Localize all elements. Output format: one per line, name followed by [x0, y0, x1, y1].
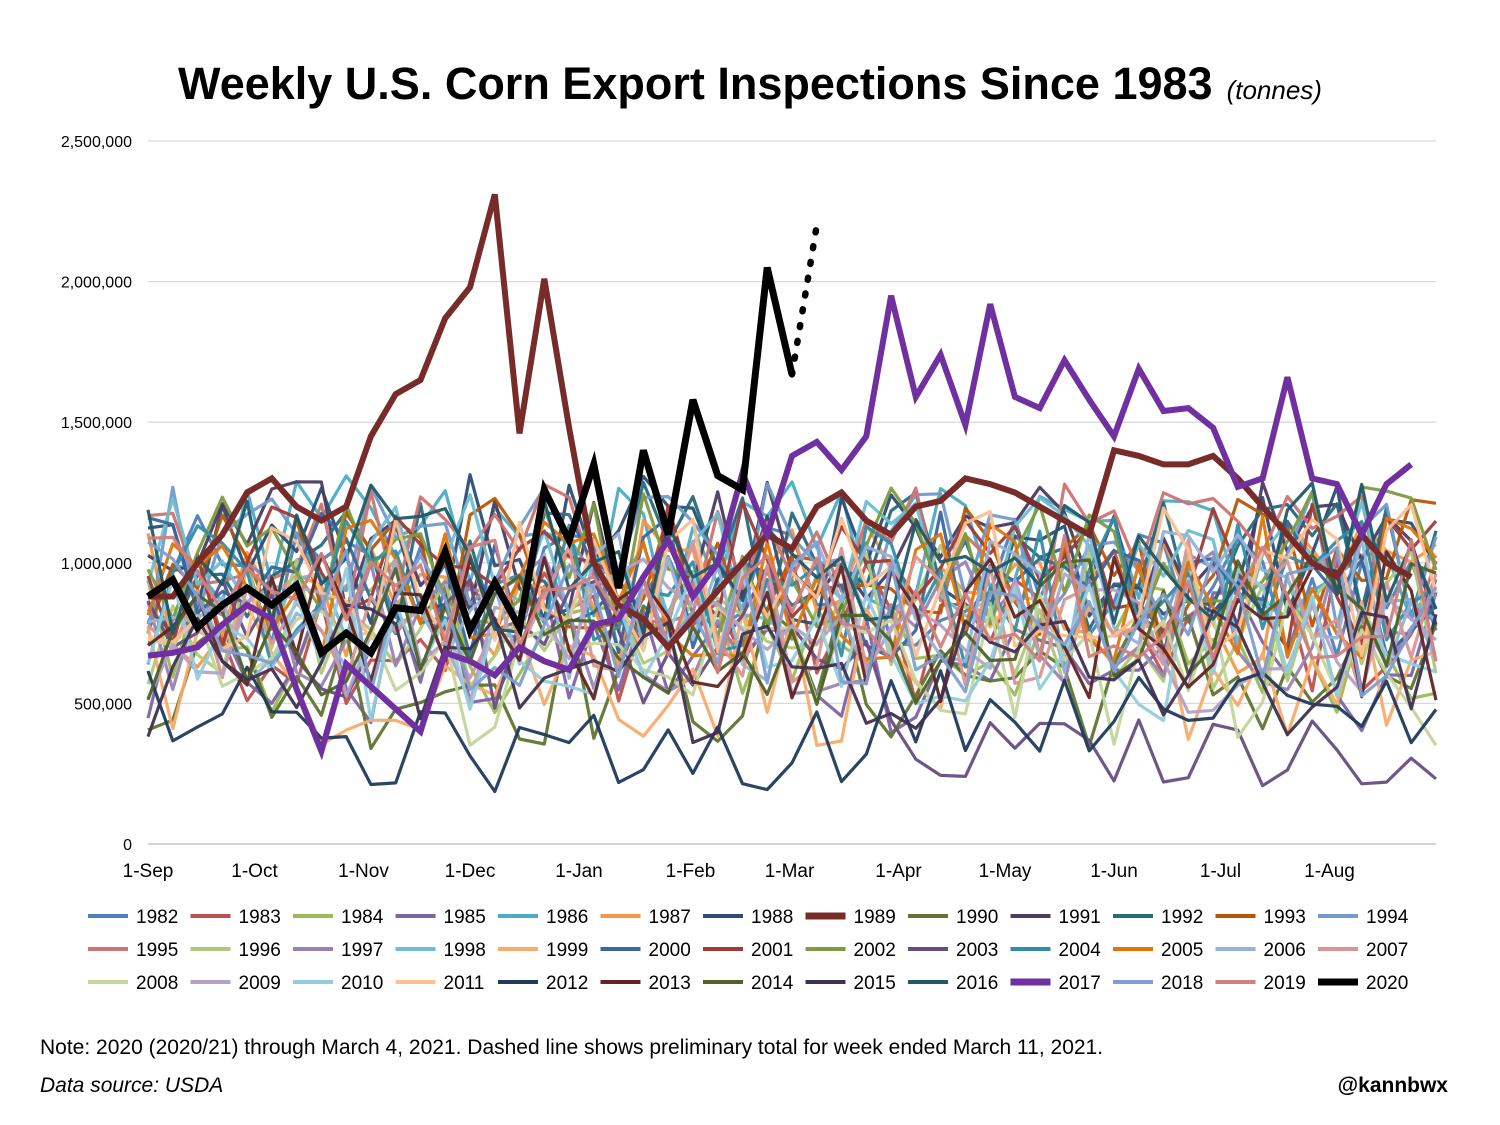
- legend-label-2013: 2013: [649, 973, 691, 994]
- legend-label-2010: 2010: [341, 973, 383, 994]
- series-line-2017: [147, 294, 1414, 761]
- legend-label-1986: 1986: [546, 907, 588, 928]
- x-tick-label: 1-Oct: [231, 861, 278, 882]
- legend-label-2005: 2005: [1161, 940, 1203, 961]
- legend-label-1982: 1982: [136, 907, 178, 928]
- legend-label-1996: 1996: [239, 940, 281, 961]
- legend-label-1985: 1985: [444, 907, 486, 928]
- series-line-2001: [146, 500, 1438, 650]
- chart-subtitle: (tonnes): [1226, 75, 1322, 105]
- legend-label-2012: 2012: [546, 973, 588, 994]
- x-tick-label: 1-Dec: [445, 861, 496, 882]
- x-axis-ticks: 1-Sep 1-Oct 1-Nov 1-Dec 1-Jan 1-Feb 1-Mar 1-Apr…: [123, 861, 1355, 882]
- x-tick-label: 1-Mar: [765, 861, 815, 882]
- legend-label-2019: 2019: [1264, 973, 1306, 994]
- series-line-1989: [148, 193, 1413, 652]
- legend-label-2007: 2007: [1366, 940, 1408, 961]
- legend-label-2003: 2003: [956, 940, 998, 961]
- legend-label-2015: 2015: [854, 973, 896, 994]
- y-tick-label: 500,000: [74, 696, 132, 713]
- legend-label-2011: 2011: [444, 973, 485, 994]
- series-line-2013: [147, 550, 1438, 704]
- legend-label-2009: 2009: [239, 973, 281, 994]
- x-tick-label: 1-Apr: [875, 861, 922, 882]
- x-tick-label: 1-Nov: [338, 861, 389, 882]
- background-series-lines: [146, 473, 1438, 794]
- x-tick-label: 1-May: [979, 861, 1032, 882]
- x-tick-label: 1-Feb: [666, 861, 716, 882]
- author-handle: @kannbwx: [1337, 1074, 1448, 1097]
- series-line-2020-preliminary: [788, 222, 821, 378]
- x-tick-label: 1-Jul: [1200, 861, 1241, 882]
- chart-note: Note: 2020 (2020/21) through March 4, 20…: [40, 1036, 1104, 1059]
- x-tick-label: 1-Jun: [1090, 861, 1138, 882]
- legend-label-2000: 2000: [649, 940, 691, 961]
- series-line-2015: [146, 603, 1438, 745]
- series-line-2016: [146, 481, 1438, 635]
- legend-label-2018: 2018: [1161, 973, 1203, 994]
- legend-label-1997: 1997: [341, 940, 383, 961]
- y-tick-label: 1,500,000: [61, 415, 132, 432]
- legend-label-1993: 1993: [1264, 907, 1306, 928]
- x-tick-label: 1-Aug: [1304, 861, 1355, 882]
- legend-label-1991: 1991: [1059, 907, 1101, 928]
- series-line-1995: [147, 482, 1438, 636]
- legend-label-2002: 2002: [854, 940, 896, 961]
- y-axis-ticks: 0 500,000 1,000,000 1,500,000 2,000,000 2,500…: [61, 134, 132, 854]
- y-tick-label: 2,500,000: [61, 134, 132, 151]
- legend-label-2008: 2008: [136, 973, 178, 994]
- legend-label-2020: 2020: [1366, 973, 1408, 994]
- y-tick-label: 1,000,000: [61, 556, 132, 573]
- legend-label-1990: 1990: [956, 907, 998, 928]
- legend-label-2016: 2016: [956, 973, 998, 994]
- legend-label-2017: 2017: [1059, 973, 1101, 994]
- series-line-2020: [146, 266, 796, 659]
- legend-label-1983: 1983: [239, 907, 281, 928]
- legend-label-2004: 2004: [1059, 940, 1102, 961]
- data-source: Data source: USDA: [40, 1074, 224, 1097]
- series-line-1986: [146, 474, 1438, 627]
- legend-label-1995: 1995: [136, 940, 178, 961]
- highlight-series-lines: [146, 193, 1414, 761]
- legend-label-2001: 2001: [751, 940, 793, 961]
- title-block: Weekly U.S. Corn Export Inspections Sinc…: [0, 58, 1500, 110]
- legend: 1982 1983 1984 1985 1986 1987 1988 1989 1990 1991…: [88, 907, 1409, 994]
- legend-label-1999: 1999: [546, 940, 588, 961]
- legend-label-1984: 1984: [341, 907, 384, 928]
- x-tick-label: 1-Jan: [555, 861, 603, 882]
- legend-label-1989: 1989: [854, 907, 896, 928]
- legend-label-1998: 1998: [444, 940, 486, 961]
- legend-label-1994: 1994: [1366, 907, 1409, 928]
- chart-title: Weekly U.S. Corn Export Inspections Sinc…: [178, 58, 1213, 109]
- series-line-2019: [147, 533, 1438, 675]
- legend-label-1992: 1992: [1161, 907, 1203, 928]
- legend-label-1987: 1987: [649, 907, 691, 928]
- x-tick-label: 1-Sep: [123, 861, 174, 882]
- legend-label-2006: 2006: [1264, 940, 1306, 961]
- y-tick-label: 0: [123, 837, 132, 854]
- y-tick-label: 2,000,000: [61, 275, 132, 292]
- legend-label-2014: 2014: [751, 973, 794, 994]
- series-line-2012: [146, 665, 1438, 794]
- legend-label-1988: 1988: [751, 907, 793, 928]
